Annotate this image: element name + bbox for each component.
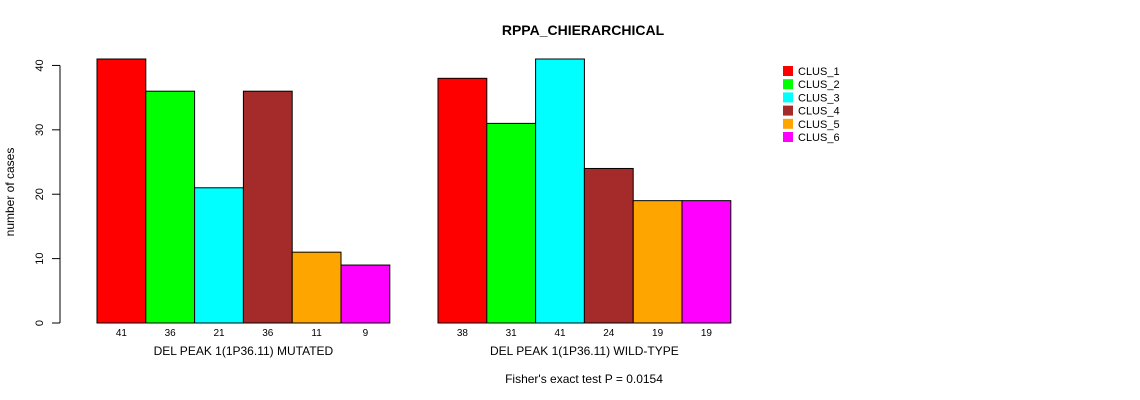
y-axis: 0 10 20 30 40 [34, 59, 61, 326]
y-tick-label: 20 [34, 188, 46, 200]
legend-swatch [783, 118, 793, 129]
bar-count-label: 24 [603, 328, 615, 339]
bar-clus-2 [145, 90, 196, 324]
chart-title: RPPA_CHIERARCHICAL [502, 22, 665, 38]
bar-count-label: 36 [262, 328, 274, 339]
bar-clus-4 [583, 167, 634, 324]
bars [96, 58, 732, 324]
y-tick-label: 30 [34, 124, 46, 136]
bar-count-label: 41 [116, 328, 128, 339]
bar-clus-4 [242, 90, 293, 324]
bar-clus-1 [437, 77, 488, 324]
bar-clus-3 [194, 187, 244, 324]
y-tick-label: 40 [34, 59, 46, 71]
bar-clus-1 [96, 58, 147, 324]
legend-swatch [783, 66, 793, 76]
bar-count-label: 21 [213, 328, 225, 339]
legend-label: CLUS_4 [798, 106, 840, 118]
bar-clus-2 [486, 122, 537, 324]
y-tick-label: 0 [34, 320, 46, 326]
bar-count-label: 41 [554, 328, 566, 339]
group-label: DEL PEAK 1(1P36.11) MUTATED [154, 344, 334, 358]
legend-label: CLUS_6 [798, 132, 840, 144]
legend-label: CLUS_5 [798, 119, 840, 131]
bar-count-label: 19 [652, 328, 664, 339]
bar-clus-5 [291, 251, 342, 324]
bar-count-label: 11 [311, 328, 322, 339]
group-label: DEL PEAK 1(1P36.11) WILD-TYPE [490, 344, 679, 358]
bar-clus-6 [340, 264, 391, 324]
count-labels: 41 36 21 36 11 9 38 31 41 24 19 19 [116, 328, 713, 339]
legend-label: CLUS_2 [798, 79, 840, 91]
y-tick-label: 10 [34, 252, 46, 264]
footnote: Fisher's exact test P = 0.0154 [505, 372, 663, 386]
bar-clus-6 [681, 200, 732, 324]
y-axis-label: number of cases [3, 148, 17, 237]
legend-swatch [783, 132, 793, 142]
bar-count-label: 38 [457, 328, 469, 339]
bar-count-label: 9 [363, 328, 369, 339]
legend-label: CLUS_1 [798, 66, 840, 78]
bar-count-label: 19 [701, 328, 713, 339]
bar-count-label: 31 [506, 328, 518, 339]
group-labels: DEL PEAK 1(1P36.11) MUTATED DEL PEAK 1(1P… [154, 344, 679, 358]
legend-swatch [783, 105, 793, 116]
legend-swatch [783, 79, 793, 90]
bar-clus-3 [535, 58, 585, 324]
bar-count-label: 36 [165, 328, 177, 339]
legend-swatch [783, 92, 793, 103]
legend-label: CLUS_3 [798, 92, 840, 104]
bar-clus-5 [632, 200, 683, 324]
